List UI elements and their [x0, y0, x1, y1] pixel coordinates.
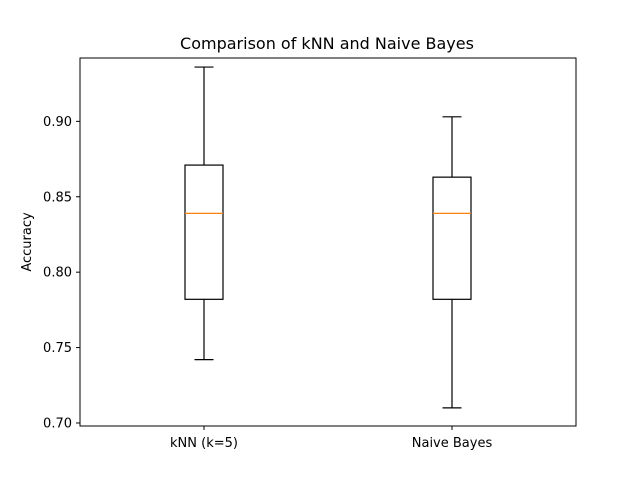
box-iqr: [432, 176, 472, 300]
y-tick-label: 0.80: [43, 266, 72, 281]
x-tick-label: Naive Bayes: [412, 436, 493, 451]
y-tick-label: 0.70: [43, 416, 72, 431]
y-tick-label: 0.90: [43, 115, 72, 130]
y-tick-label: 0.75: [43, 341, 72, 356]
y-tick-label: 0.85: [43, 190, 72, 205]
x-tick-label: kNN (k=5): [170, 436, 238, 451]
plot-area: 0.70 0.75 0.80 0.85 0.90 kNN (k=5) Naive Bayes: [43, 57, 577, 451]
axes-frame: [79, 57, 577, 427]
chart-title: Comparison of kNN and Naive Bayes: [180, 34, 474, 53]
box-iqr: [184, 164, 224, 300]
y-axis-label: Accuracy: [20, 212, 35, 272]
